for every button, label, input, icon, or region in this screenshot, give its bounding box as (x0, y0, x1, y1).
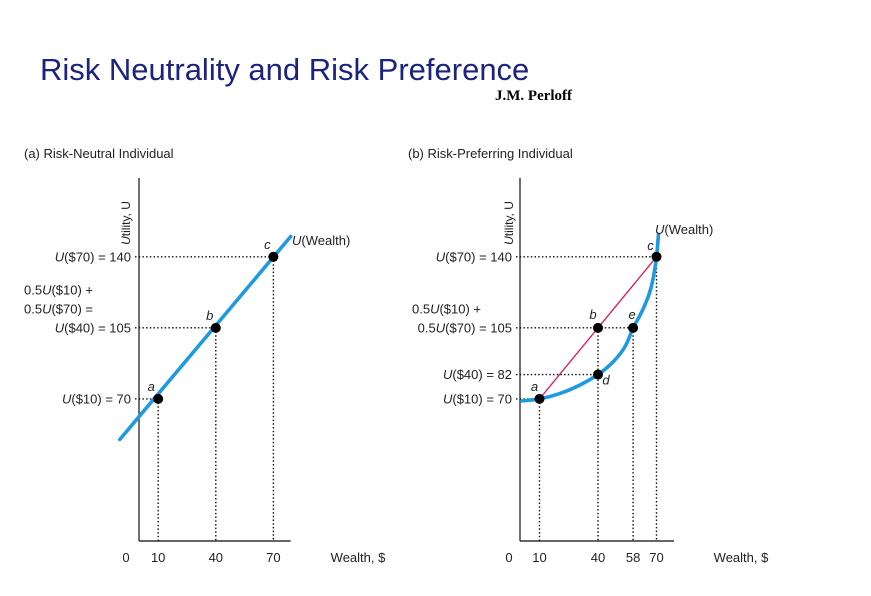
point-label-b: b (589, 307, 596, 322)
x-tick-label: 58 (626, 550, 640, 565)
panel-title: (b) Risk-Preferring Individual (408, 146, 573, 161)
x-tick-label: 40 (591, 550, 605, 565)
utility-curve (118, 234, 293, 442)
utility-curve (520, 232, 661, 403)
x-tick-label: 10 (151, 550, 165, 565)
y-tick-label: U($10) = 70 (62, 391, 131, 406)
y-axis-label: Utility, U (119, 201, 133, 245)
author-credit: J.M. Perloff (495, 88, 573, 104)
panel-title: (a) Risk-Neutral Individual (24, 146, 174, 161)
y-axis-label: Utility, U (502, 201, 516, 245)
point-label-e: e (628, 307, 635, 322)
point-label-c: c (264, 237, 271, 252)
curve-label: U(Wealth) (655, 222, 713, 237)
origin-label: 0 (505, 550, 512, 565)
y-tick-label: U($70) = 140 (436, 249, 512, 264)
point-a (153, 393, 164, 404)
panel-risk-neutral: (a) Risk-Neutral Individual Utility, U Wea… (24, 146, 386, 565)
point-e (628, 322, 639, 333)
y-tick-prefix-line: 0.5U($10) + (412, 301, 481, 316)
x-tick-label: 70 (649, 550, 663, 565)
origin-label: 0 (122, 550, 129, 565)
y-tick-label: U($40) = 105 (55, 320, 131, 335)
curve-label: U(Wealth) (292, 233, 350, 248)
y-tick-label: U($10) = 70 (443, 391, 512, 406)
x-tick-label: 40 (209, 550, 223, 565)
y-tick-label: 0.5U($70) = 105 (418, 320, 512, 335)
point-b (593, 322, 603, 333)
slide-title: Risk Neutrality and Risk Preference (40, 52, 530, 87)
point-label-b: b (206, 308, 213, 323)
point-label-a: a (148, 379, 155, 394)
y-tick-label: U($70) = 140 (55, 249, 131, 264)
point-d (593, 369, 603, 380)
y-tick-label: U($40) = 82 (443, 367, 512, 382)
point-label-a: a (531, 379, 538, 394)
y-tick-prefix-line: 0.5U($10) + (24, 282, 93, 297)
point-c (651, 251, 662, 262)
x-axis-label: Wealth, $ (331, 550, 386, 565)
y-tick-prefix-line: 0.5U($70) = (24, 301, 93, 316)
point-label-d: d (602, 373, 610, 388)
point-a (534, 393, 545, 404)
point-label-c: c (647, 238, 654, 253)
x-tick-label: 70 (266, 550, 280, 565)
point-b (210, 322, 221, 333)
x-tick-label: 10 (532, 550, 546, 565)
x-axis-label: Wealth, $ (714, 550, 769, 565)
point-c (268, 251, 279, 262)
panel-risk-preferring: (b) Risk-Preferring Individual Utility, U… (408, 146, 769, 565)
